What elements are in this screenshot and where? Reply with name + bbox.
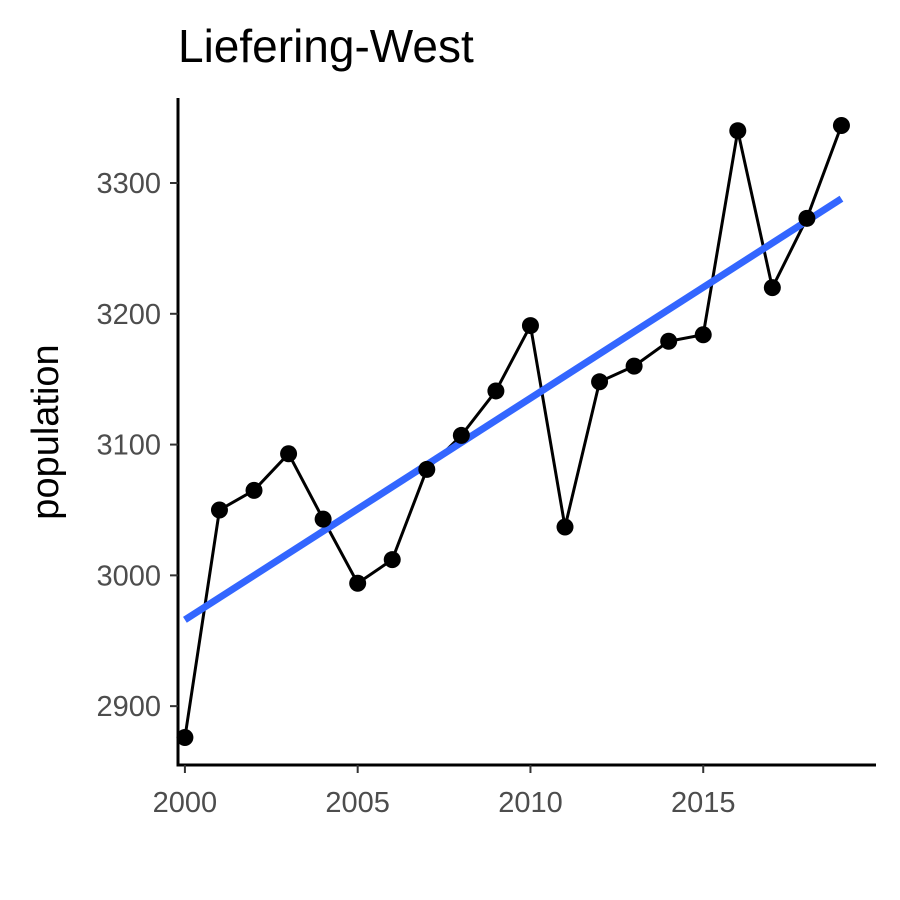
data-point (521, 317, 539, 335)
data-point (763, 279, 781, 297)
x-tick-label: 2000 (153, 787, 218, 819)
y-axis-label: population (25, 344, 67, 519)
data-points (176, 116, 850, 747)
y-tick-label: 2900 (96, 691, 161, 723)
x-tick-label: 2005 (325, 787, 390, 819)
x-axis-ticks: 2000 2005 2010 2015 (153, 765, 736, 819)
data-point (487, 382, 505, 400)
y-axis-ticks: 2900 3000 3100 3200 3300 (96, 168, 178, 723)
y-tick-label: 3200 (96, 299, 161, 331)
data-point (591, 373, 609, 391)
x-tick-label: 2010 (498, 787, 563, 819)
data-point (556, 518, 574, 536)
data-point (176, 729, 194, 747)
y-tick-label: 3000 (96, 560, 161, 592)
data-point (245, 481, 263, 499)
data-point (280, 445, 298, 463)
data-point (210, 501, 228, 519)
data-point (418, 460, 436, 478)
data-point (832, 116, 850, 134)
data-point (729, 122, 747, 140)
data-point (694, 326, 712, 344)
x-tick-label: 2015 (671, 787, 736, 819)
y-tick-label: 3300 (96, 168, 161, 200)
series-line (183, 124, 843, 738)
data-point (452, 426, 470, 444)
chart-title: Liefering-West (178, 20, 474, 72)
data-point (625, 357, 643, 375)
data-point (660, 332, 678, 350)
y-tick-label: 3100 (96, 430, 161, 462)
data-point (383, 551, 401, 569)
data-point (798, 209, 816, 227)
data-point (349, 574, 367, 592)
data-point (314, 510, 332, 528)
trend-line (183, 195, 844, 623)
